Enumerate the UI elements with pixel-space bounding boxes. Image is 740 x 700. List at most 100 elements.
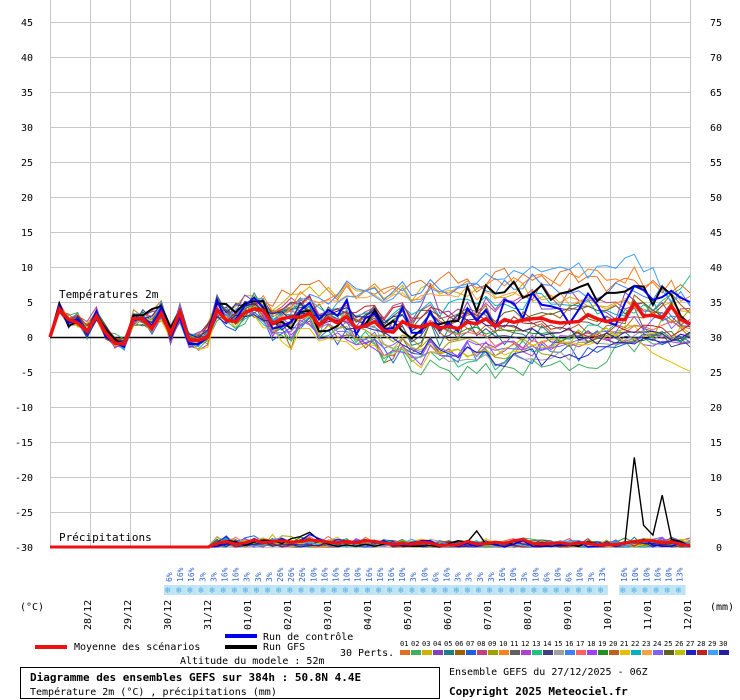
pert-key-number: 23	[642, 640, 650, 648]
snow-flake-cell	[397, 585, 409, 595]
snow-flake-cell	[308, 585, 320, 595]
main-run-lines	[48, 279, 691, 549]
snow-flake-icon: ❄	[598, 586, 604, 596]
pert-key-number: 21	[620, 640, 628, 648]
left-tick-label: -10	[15, 403, 33, 414]
snow-percentage: 26%	[287, 567, 296, 582]
footer-copyright: Copyright 2025 Meteociel.fr	[449, 685, 628, 698]
snow-percentage: 6%	[542, 572, 551, 582]
snow-flake-cell	[330, 585, 342, 595]
snow-percentage: 10%	[354, 567, 363, 582]
snow-flake-icon: ❄	[309, 586, 315, 596]
snow-flake-icon: ❄	[276, 586, 282, 596]
x-tick-label: 05/01	[403, 600, 414, 630]
legend: Moyenne des scénarios Run de contrôle Ru…	[35, 631, 729, 659]
footer-title-box	[20, 667, 440, 699]
snow-percentage: 16%	[176, 567, 185, 582]
snow-flake-icon: ❄	[354, 586, 360, 596]
snow-flake-icon: ❄	[376, 586, 382, 596]
snow-flake-cell	[219, 585, 231, 595]
x-tick-label: 31/12	[203, 600, 214, 630]
snow-percentage: 3%	[487, 572, 496, 582]
x-tick-label: 03/01	[323, 600, 334, 630]
snow-flake-cell	[585, 585, 597, 595]
mean-temp-line	[48, 299, 691, 346]
snow-probability-strip: ❄6%❄16%❄16%❄3%❄3%❄16%❄16%❄3%❄3%❄3%❄26%❄2…	[164, 567, 686, 596]
snow-flake-icon: ❄	[665, 586, 671, 596]
snow-flake-icon: ❄	[676, 586, 682, 596]
right-tick-label: 45	[710, 228, 722, 239]
snow-flake-cell	[164, 585, 175, 595]
snow-flake-cell	[508, 585, 520, 595]
left-tick-label: 35	[21, 88, 33, 99]
snow-flake-cell	[563, 585, 575, 595]
pert-key-swatch	[598, 650, 608, 655]
altitude-label: Altitude du modele : 52m	[180, 656, 325, 667]
legend-mean-label: Moyenne des scénarios	[74, 641, 200, 653]
snow-flake-icon: ❄	[387, 586, 393, 596]
snow-flake-cell	[175, 585, 187, 595]
snow-flake-cell	[674, 585, 686, 595]
snow-flake-cell	[297, 585, 309, 595]
snow-flake-icon: ❄	[565, 586, 571, 596]
snow-flake-cell	[186, 585, 198, 595]
snow-percentage: 6%	[565, 572, 574, 582]
snow-flake-icon: ❄	[587, 586, 593, 596]
pert-key-number: 11	[510, 640, 518, 648]
snow-flake-cell	[474, 585, 486, 595]
snow-flake-cell	[352, 585, 364, 595]
snow-flake-icon: ❄	[298, 586, 304, 596]
snow-percentage: 6%	[165, 572, 174, 582]
snow-flake-icon: ❄	[287, 586, 293, 596]
snow-flake-cell	[452, 585, 464, 595]
x-tick-label: 10/01	[603, 600, 614, 630]
pert-key-number: 15	[554, 640, 562, 648]
snow-percentage: 16%	[387, 567, 396, 582]
snow-percentage: 3%	[254, 572, 263, 582]
snow-percentage: 10%	[554, 567, 563, 582]
snow-flake-cell	[552, 585, 564, 595]
snow-flake-cell	[341, 585, 353, 595]
pert-key-number: 18	[587, 640, 595, 648]
snow-flake-cell	[252, 585, 264, 595]
snow-flake-icon: ❄	[620, 586, 626, 596]
pert-key-swatch	[510, 650, 520, 655]
perturbation-temp-line	[49, 299, 691, 345]
snow-percentage: 16%	[187, 567, 196, 582]
snow-percentage: 3%	[587, 572, 596, 582]
pert-key-number: 02	[411, 640, 419, 648]
snow-flake-cell	[463, 585, 475, 595]
snow-flake-icon: ❄	[420, 586, 426, 596]
x-tick-label: 30/12	[163, 600, 174, 630]
perturbation-temp-line	[49, 285, 690, 344]
pert-key-number: 29	[708, 640, 716, 648]
snow-flake-cell	[230, 585, 242, 595]
pert-key-number: 20	[609, 640, 617, 648]
x-tick-label: 11/01	[643, 600, 654, 630]
right-tick-label: 50	[710, 193, 722, 204]
pert-key-number: 01	[400, 640, 408, 648]
snow-flake-icon: ❄	[465, 586, 471, 596]
snow-percentage: 10%	[665, 567, 674, 582]
left-tick-label: 15	[21, 228, 33, 239]
pert-key-number: 05	[444, 640, 452, 648]
pert-key-swatch	[719, 650, 729, 655]
snow-percentage: 3%	[476, 572, 485, 582]
snow-flake-cell	[519, 585, 531, 595]
snow-flake-icon: ❄	[398, 586, 404, 596]
legend-mean-swatch	[35, 645, 67, 649]
snow-flake-icon: ❄	[631, 586, 637, 596]
snow-flake-cell	[530, 585, 542, 595]
right-tick-label: 75	[710, 18, 722, 29]
snow-flake-icon: ❄	[254, 586, 260, 596]
snow-percentage: 3%	[454, 572, 463, 582]
right-tick-label: 15	[710, 438, 722, 449]
snow-flake-icon: ❄	[221, 586, 227, 596]
snow-flake-icon: ❄	[520, 586, 526, 596]
snow-percentage: 3%	[265, 572, 274, 582]
x-tick-label: 28/12	[83, 600, 94, 630]
pert-key-swatch	[708, 650, 718, 655]
pert-key-number: 07	[466, 640, 474, 648]
